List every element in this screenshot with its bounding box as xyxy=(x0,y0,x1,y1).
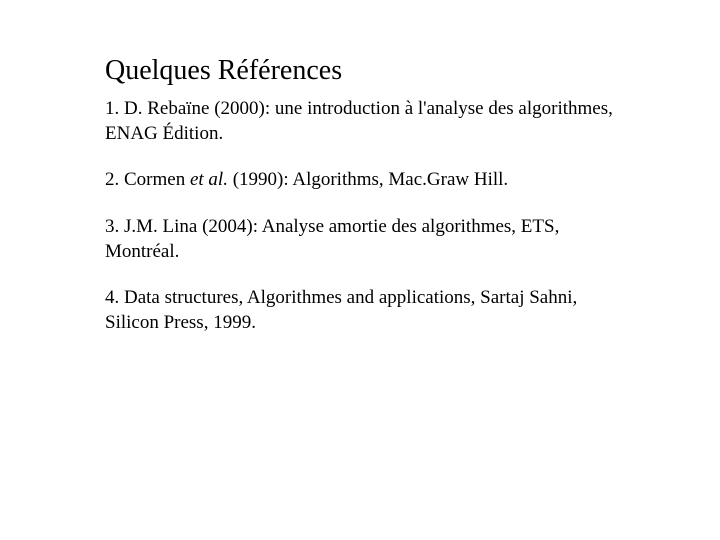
reference-2: 2. Cormen et al. (1990): Algorithms, Mac… xyxy=(105,168,615,193)
reference-4: 4. Data structures, Algorithmes and appl… xyxy=(105,286,615,335)
reference-2-prefix: 2. Cormen xyxy=(105,169,190,190)
reference-1: 1. D. Rebaïne (2000): une introduction à… xyxy=(105,97,615,146)
reference-2-suffix: (1990): Algorithms, Mac.Graw Hill. xyxy=(228,169,508,190)
page-title: Quelques Références xyxy=(105,55,615,87)
reference-2-italic: et al. xyxy=(190,169,228,190)
reference-3: 3. J.M. Lina (2004): Analyse amortie des… xyxy=(105,215,615,264)
